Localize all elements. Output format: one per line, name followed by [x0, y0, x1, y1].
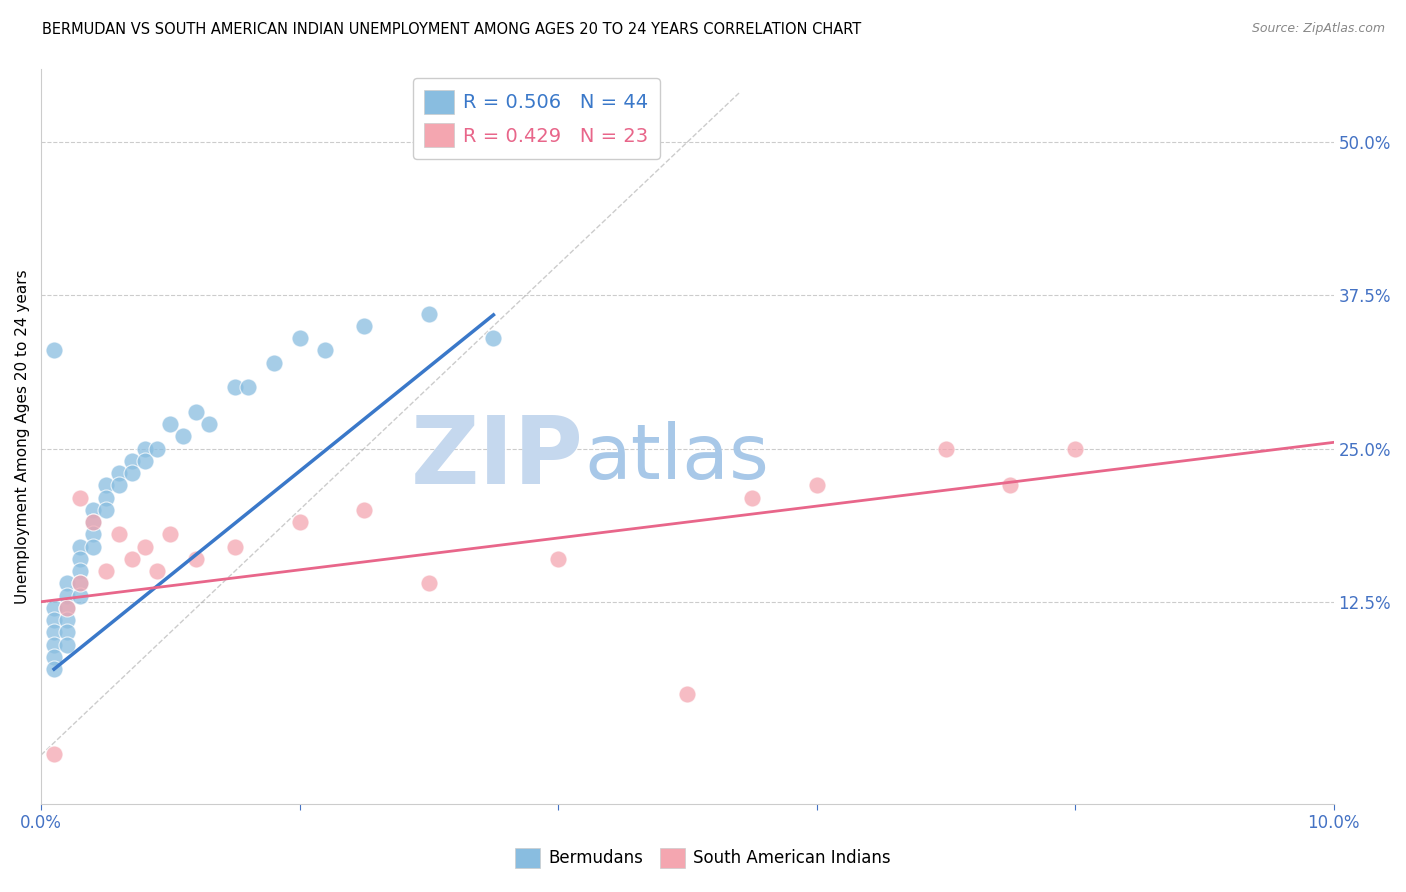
Point: [69, 576, 91, 591]
Point: [56, 600, 79, 615]
Point: [82, 503, 104, 517]
Point: [107, 466, 129, 480]
Point: [134, 540, 156, 554]
Point: [82, 515, 104, 529]
Point: [224, 540, 246, 554]
Point: [159, 527, 181, 541]
Point: [94, 478, 117, 492]
Point: [121, 466, 143, 480]
Point: [82, 540, 104, 554]
Point: [198, 417, 221, 431]
Point: [107, 527, 129, 541]
Text: BERMUDAN VS SOUTH AMERICAN INDIAN UNEMPLOYMENT AMONG AGES 20 TO 24 YEARS CORRELA: BERMUDAN VS SOUTH AMERICAN INDIAN UNEMPL…: [42, 22, 862, 37]
Point: [69, 564, 91, 578]
Point: [418, 307, 440, 321]
Point: [353, 318, 375, 333]
Point: [56, 613, 79, 627]
Point: [42, 747, 65, 761]
Point: [56, 638, 79, 652]
Y-axis label: Unemployment Among Ages 20 to 24 years: Unemployment Among Ages 20 to 24 years: [15, 269, 30, 604]
Point: [42, 613, 65, 627]
Point: [94, 491, 117, 505]
Point: [56, 600, 79, 615]
Point: [314, 343, 336, 358]
Point: [159, 417, 181, 431]
Point: [482, 331, 505, 345]
Point: [56, 576, 79, 591]
Point: [69, 491, 91, 505]
Point: [94, 564, 117, 578]
Point: [42, 662, 65, 676]
Point: [69, 540, 91, 554]
Point: [42, 625, 65, 640]
Point: [56, 589, 79, 603]
Text: atlas: atlas: [583, 421, 769, 495]
Point: [121, 454, 143, 468]
Point: [42, 649, 65, 664]
Point: [134, 442, 156, 456]
Point: [82, 527, 104, 541]
Legend: R = 0.506   N = 44, R = 0.429   N = 23: R = 0.506 N = 44, R = 0.429 N = 23: [413, 78, 659, 159]
Point: [42, 343, 65, 358]
Point: [121, 551, 143, 566]
Point: [69, 551, 91, 566]
Text: ZIP: ZIP: [411, 412, 583, 504]
Point: [418, 576, 440, 591]
Point: [69, 576, 91, 591]
Point: [69, 589, 91, 603]
Point: [186, 405, 208, 419]
Point: [236, 380, 259, 394]
Point: [146, 564, 169, 578]
Point: [806, 478, 828, 492]
Point: [146, 442, 169, 456]
Point: [676, 687, 699, 701]
Point: [288, 331, 311, 345]
Point: [263, 356, 285, 370]
Point: [1064, 442, 1087, 456]
Point: [172, 429, 194, 443]
Point: [42, 638, 65, 652]
Text: Source: ZipAtlas.com: Source: ZipAtlas.com: [1251, 22, 1385, 36]
Point: [224, 380, 246, 394]
Point: [547, 551, 569, 566]
Point: [82, 515, 104, 529]
Point: [56, 625, 79, 640]
Point: [186, 551, 208, 566]
Point: [134, 454, 156, 468]
Point: [741, 491, 763, 505]
Point: [107, 478, 129, 492]
Point: [1000, 478, 1022, 492]
Point: [288, 515, 311, 529]
Point: [935, 442, 957, 456]
Point: [353, 503, 375, 517]
Point: [94, 503, 117, 517]
Legend: Bermudans, South American Indians: Bermudans, South American Indians: [509, 841, 897, 875]
Point: [42, 600, 65, 615]
